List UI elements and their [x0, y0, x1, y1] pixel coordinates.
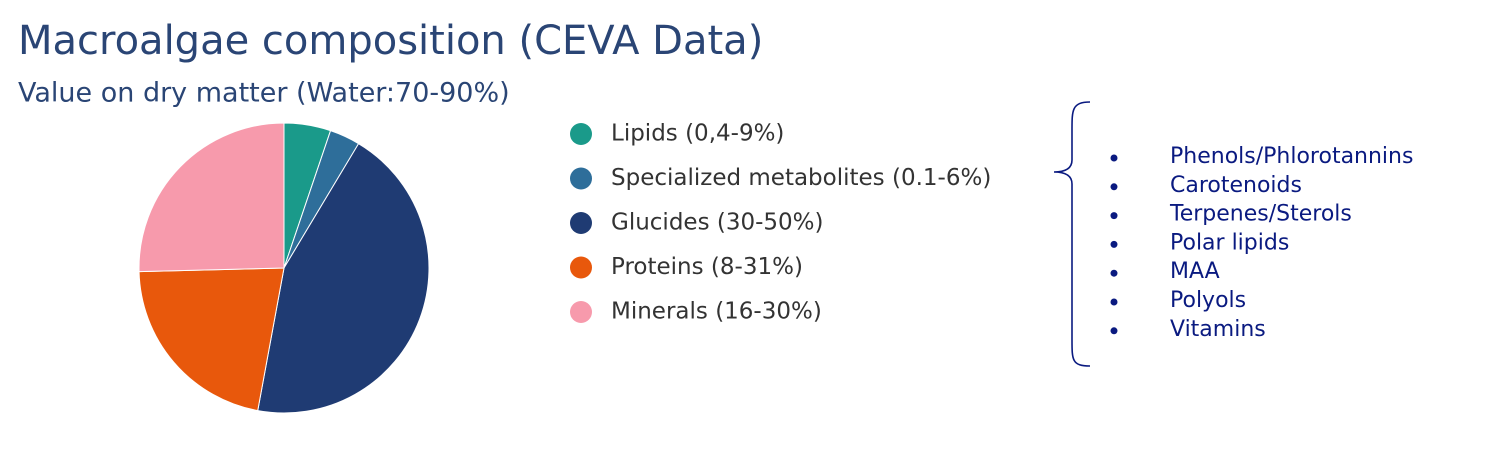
pie-slice — [257, 142, 430, 414]
bullet — [1110, 212, 1118, 220]
list-item: MAA — [1170, 259, 1220, 284]
legend-marker — [570, 301, 592, 323]
pie-slice — [138, 122, 285, 273]
bullet — [1110, 298, 1118, 306]
pie-slice — [138, 267, 285, 412]
list-item: Carotenoids — [1170, 173, 1302, 198]
bullet — [1110, 154, 1118, 162]
list-item: Vitamins — [1170, 317, 1266, 342]
brace — [1053, 101, 1091, 367]
legend-marker — [570, 167, 592, 190]
legend-label: Proteins (8-31%) — [611, 254, 803, 280]
bullet — [1110, 327, 1118, 335]
list-item: Polyols — [1170, 288, 1246, 313]
chart-title: Macroalgae composition (CEVA Data) — [18, 18, 763, 64]
bullet — [1110, 183, 1118, 191]
legend-label: Minerals (16-30%) — [611, 299, 822, 325]
legend-marker — [570, 123, 592, 145]
bullet — [1110, 240, 1118, 248]
list-item: Polar lipids — [1170, 230, 1289, 255]
legend-label: Specialized metabolites (0.1-6%) — [611, 165, 991, 191]
legend-marker — [570, 212, 592, 234]
list-item: Terpenes/Sterols — [1169, 202, 1352, 227]
list-item: Phenols/Phlorotannins — [1170, 144, 1413, 169]
legend-label: Glucides (30-50%) — [611, 210, 824, 236]
bullet — [1110, 269, 1118, 277]
legend-marker — [570, 256, 592, 279]
legend-label: Lipids (0,4-9%) — [611, 121, 784, 147]
chart-subtitle: Value on dry matter (Water:70-90%) — [18, 78, 510, 109]
